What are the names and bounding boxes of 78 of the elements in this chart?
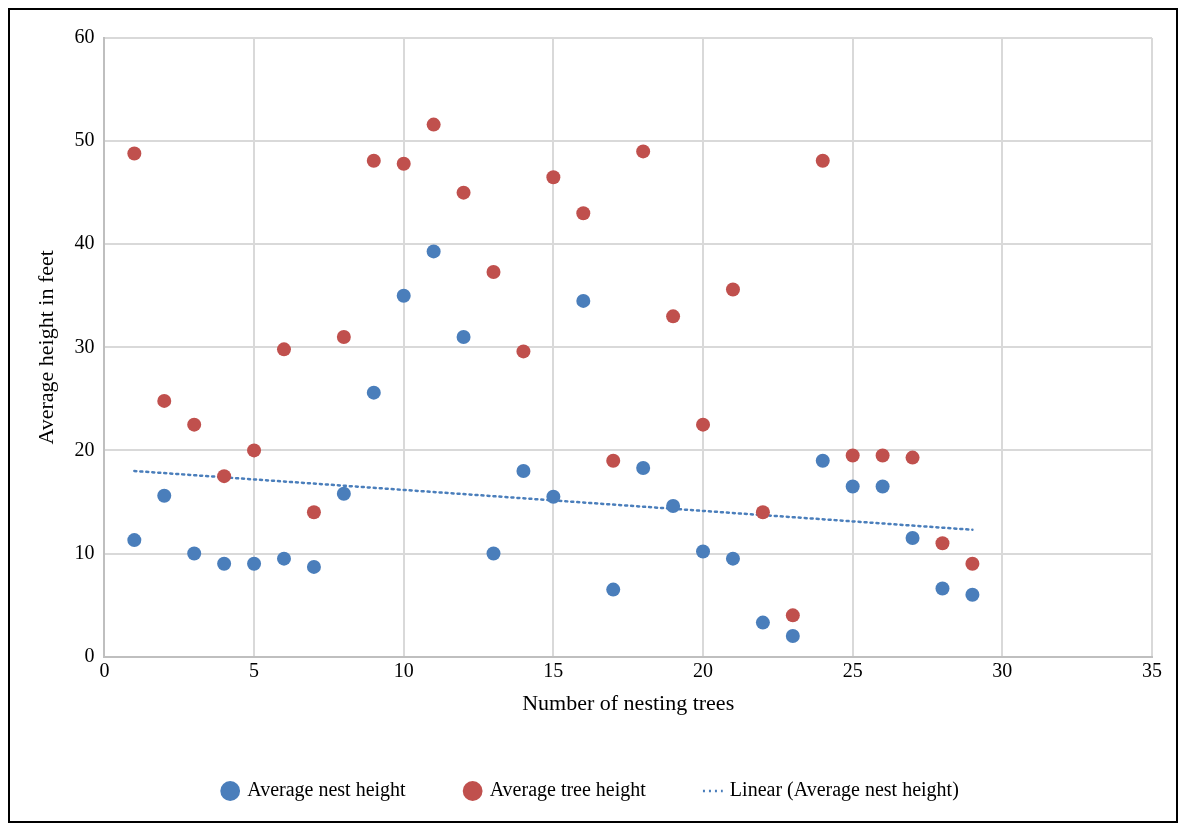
point bbox=[396, 156, 411, 171]
y-tick-label: 20 bbox=[74, 437, 95, 460]
point bbox=[696, 417, 711, 432]
point bbox=[666, 499, 681, 514]
x-tick-label: 0 bbox=[99, 658, 110, 681]
point bbox=[576, 293, 591, 308]
point bbox=[725, 551, 740, 566]
point bbox=[666, 309, 681, 324]
point bbox=[187, 417, 202, 432]
point bbox=[785, 628, 800, 643]
point bbox=[217, 469, 232, 484]
point bbox=[546, 170, 561, 185]
y-tick-label: 0 bbox=[84, 643, 95, 666]
point bbox=[366, 385, 381, 400]
point bbox=[905, 531, 920, 546]
point bbox=[815, 153, 830, 168]
point bbox=[306, 505, 321, 520]
x-tick-label: 30 bbox=[992, 658, 1013, 681]
point bbox=[396, 288, 411, 303]
point bbox=[157, 488, 172, 503]
point bbox=[725, 282, 740, 297]
x-tick-label: 5 bbox=[249, 658, 260, 681]
point bbox=[875, 448, 890, 463]
point bbox=[636, 460, 651, 475]
point bbox=[606, 453, 621, 468]
point bbox=[336, 486, 351, 501]
point bbox=[845, 479, 860, 494]
x-tick-label: 25 bbox=[842, 658, 863, 681]
point bbox=[426, 117, 441, 132]
point bbox=[755, 615, 770, 630]
y-tick-label: 30 bbox=[74, 334, 95, 357]
point bbox=[426, 244, 441, 259]
point bbox=[785, 608, 800, 623]
y-tick-label: 60 bbox=[74, 25, 95, 48]
x-tick-label: 10 bbox=[393, 658, 414, 681]
point bbox=[456, 185, 471, 200]
point bbox=[456, 329, 471, 344]
x-tick-label: 35 bbox=[1142, 658, 1162, 681]
point bbox=[905, 450, 920, 465]
point bbox=[576, 206, 591, 221]
y-tick-label: 10 bbox=[74, 540, 95, 563]
point bbox=[516, 344, 531, 359]
y-tick-label: 40 bbox=[74, 231, 95, 254]
point bbox=[157, 393, 172, 408]
point bbox=[815, 453, 830, 468]
point bbox=[276, 551, 291, 566]
point bbox=[217, 556, 232, 571]
legend-label: Average tree height bbox=[489, 778, 647, 802]
x-axis-title: Number of nesting trees bbox=[522, 689, 735, 715]
y-tick-label: 50 bbox=[74, 128, 95, 151]
point bbox=[636, 144, 651, 159]
point bbox=[546, 489, 561, 504]
x-tick-label: 20 bbox=[693, 658, 714, 681]
point bbox=[486, 546, 501, 561]
point bbox=[965, 587, 980, 602]
point bbox=[366, 153, 381, 168]
point bbox=[247, 556, 262, 571]
point bbox=[247, 443, 262, 458]
point bbox=[516, 464, 531, 479]
x-tick-label: 15 bbox=[543, 658, 564, 681]
y-axis-title: Average height in feet bbox=[32, 250, 58, 445]
point bbox=[965, 556, 980, 571]
point bbox=[336, 329, 351, 344]
point bbox=[935, 581, 950, 596]
point bbox=[127, 146, 142, 161]
point bbox=[486, 265, 501, 280]
point bbox=[187, 546, 202, 561]
point bbox=[935, 536, 950, 551]
point bbox=[845, 448, 860, 463]
point bbox=[755, 505, 770, 520]
point bbox=[696, 544, 711, 559]
point bbox=[276, 342, 291, 357]
legend-label: Average nest height bbox=[247, 778, 407, 802]
point bbox=[306, 559, 321, 574]
legend-label: Linear (Average nest height) bbox=[729, 778, 959, 802]
point bbox=[606, 582, 621, 597]
point bbox=[127, 533, 142, 548]
point bbox=[875, 479, 890, 494]
